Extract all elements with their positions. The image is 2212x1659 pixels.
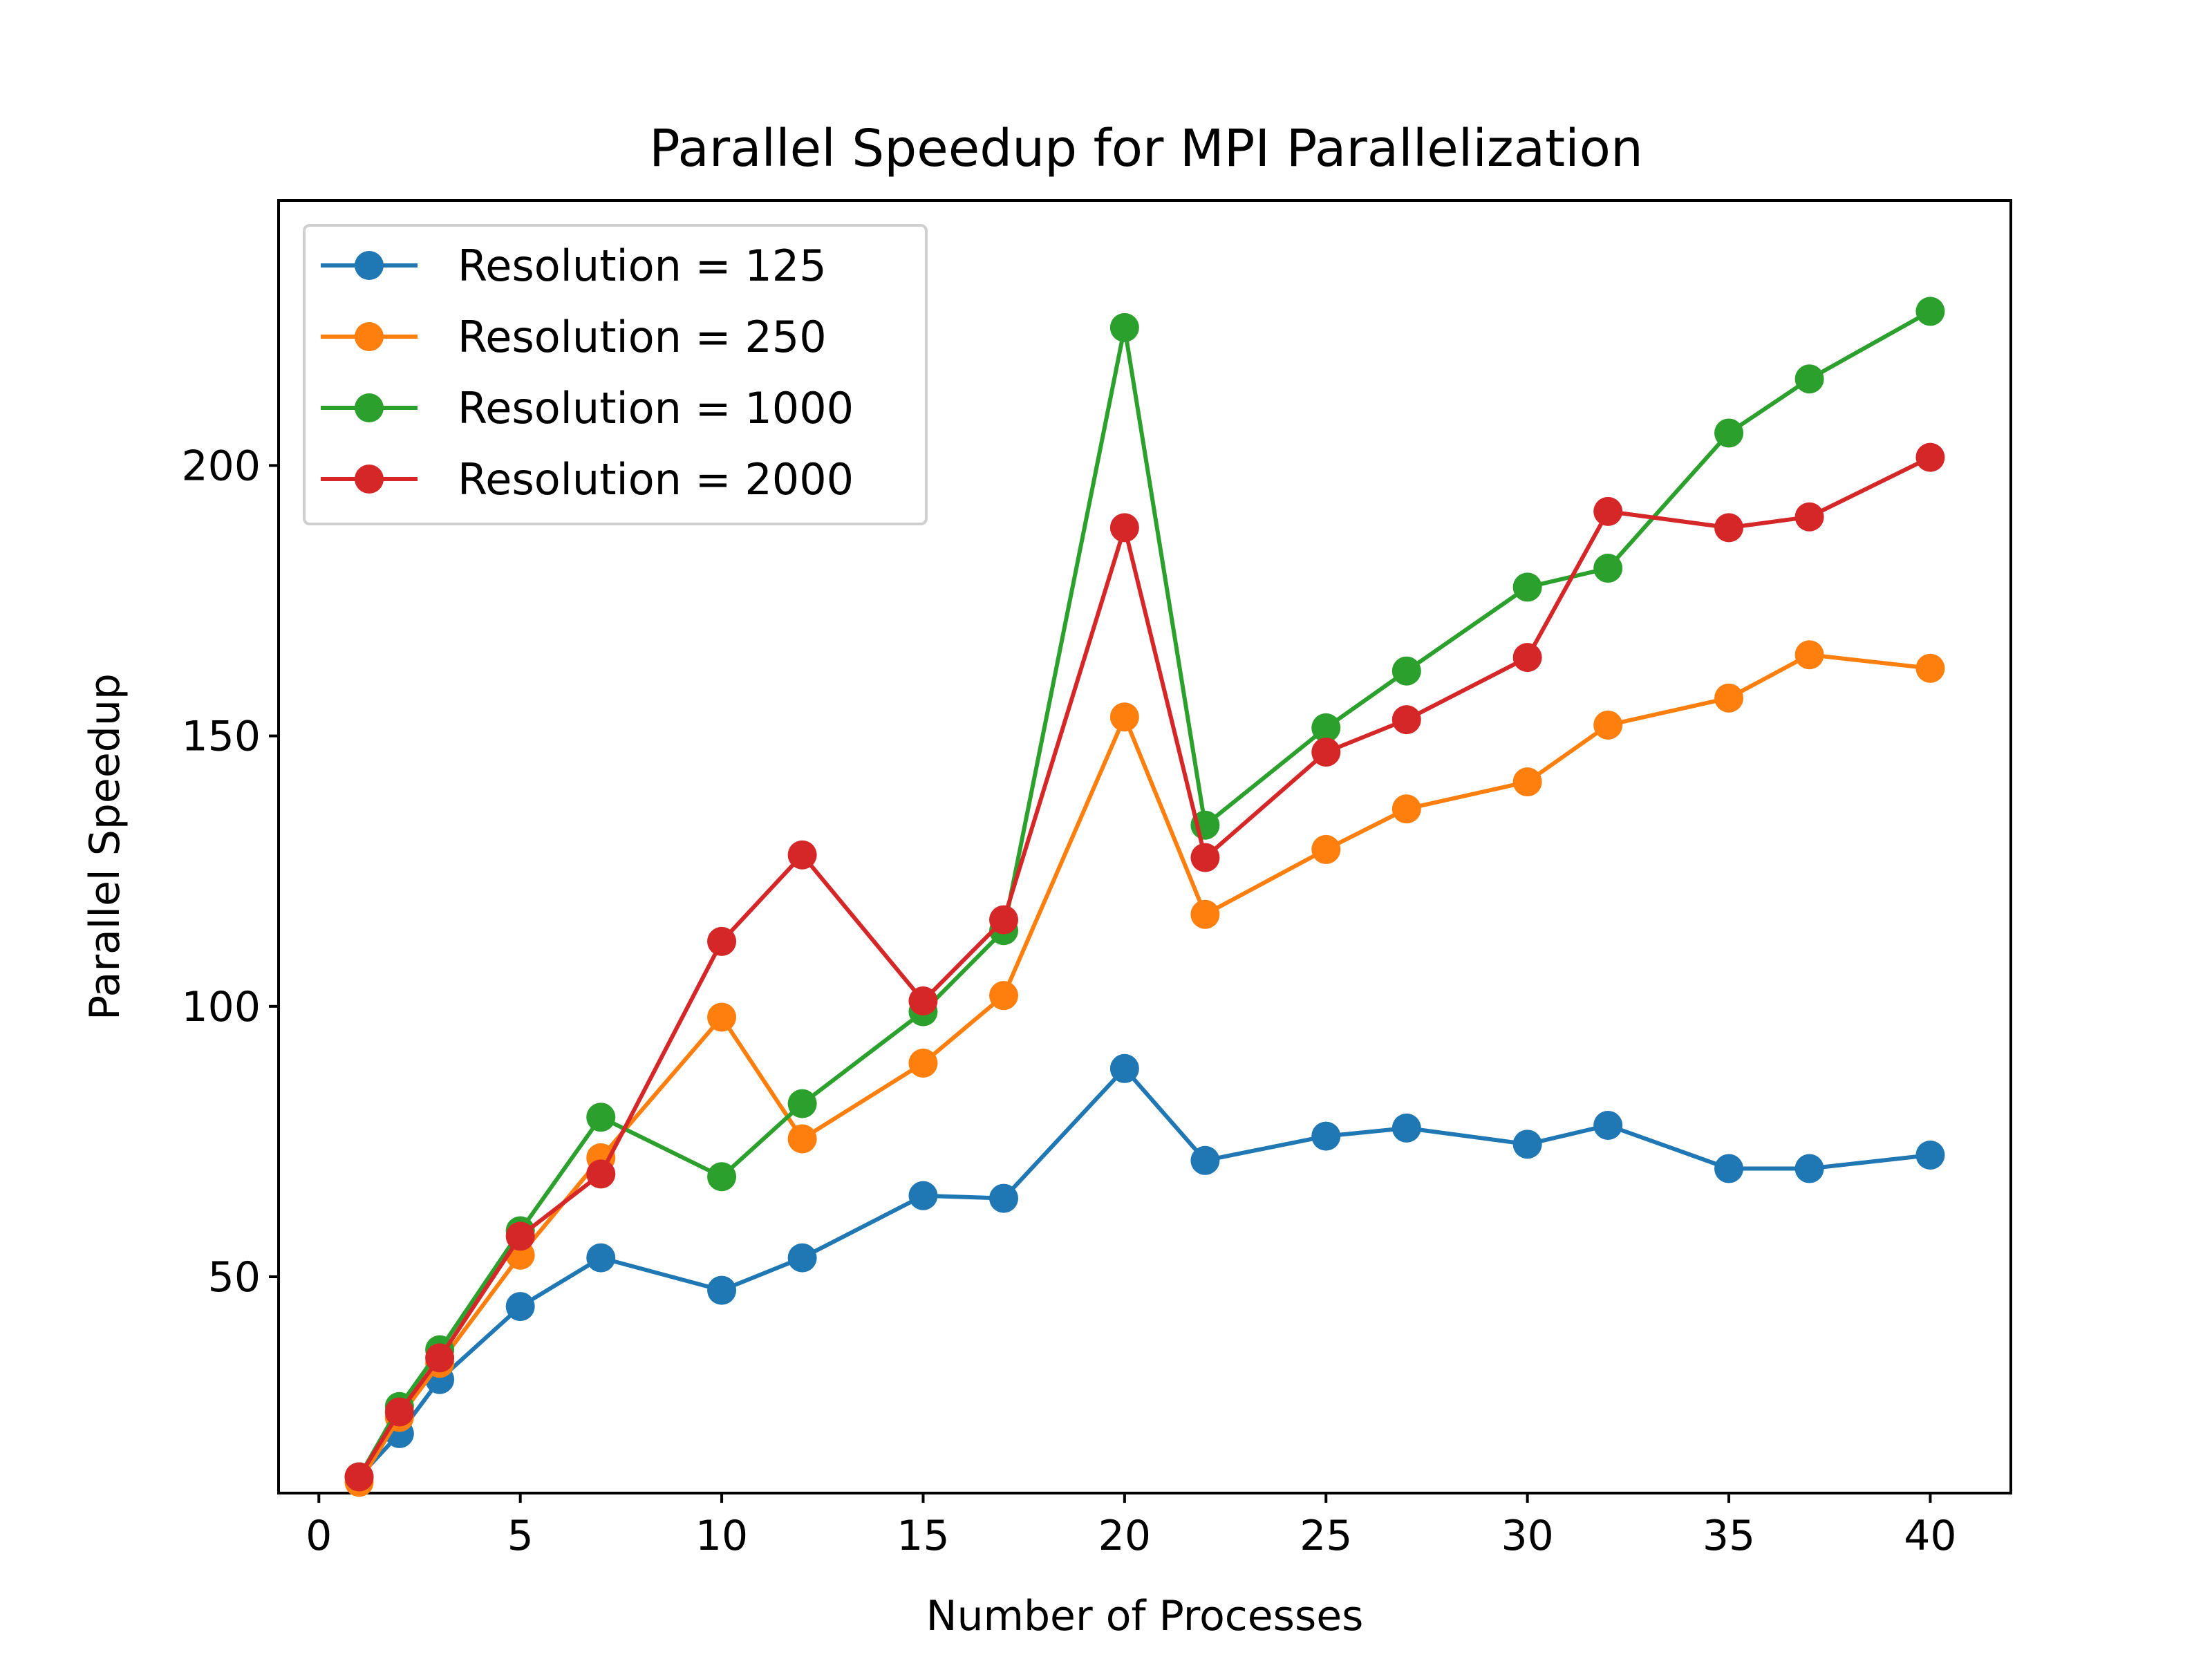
series-2-point (1109, 702, 1139, 732)
legend-label: Resolution = 1000 (458, 383, 854, 433)
series-4-point (1190, 843, 1220, 872)
series-1-point (908, 1181, 938, 1210)
x-tick-label-5: 5 (507, 1512, 534, 1560)
series-3-point (586, 1103, 616, 1132)
legend-frame (303, 224, 928, 525)
series-3-point (1391, 656, 1421, 686)
series-2-point (787, 1124, 817, 1154)
series-1 (344, 1053, 1945, 1492)
series-4-point (384, 1397, 414, 1427)
series-4-point (908, 986, 938, 1015)
series-4-point (1794, 502, 1824, 532)
series-3-line (357, 309, 1933, 1479)
series-4-point (1391, 705, 1421, 735)
legend-label: Resolution = 250 (458, 312, 827, 362)
x-axis: 0 5 10 15 20 25 30 35 40 (306, 1493, 1957, 1560)
legend-item: Resolution = 2000 (321, 454, 854, 505)
series-4-point (1915, 442, 1945, 472)
series-2-point (1593, 710, 1623, 740)
series-3-point (1593, 554, 1623, 583)
x-tick-label-35: 35 (1703, 1512, 1755, 1560)
x-tick-label-20: 20 (1098, 1512, 1151, 1560)
series-3-point (1109, 312, 1139, 342)
series-2-point (1915, 653, 1945, 683)
series-1-point (1109, 1053, 1139, 1083)
series-1-point (1311, 1121, 1341, 1151)
series-3-point (1915, 297, 1945, 326)
series-2 (344, 640, 1945, 1497)
x-axis-label: Number of Processes (926, 1592, 1364, 1640)
series-4-point (1714, 513, 1744, 543)
y-tick-label-100: 100 (181, 983, 261, 1031)
y-axis-label: Parallel Speedup (81, 673, 129, 1020)
y-tick-label-50: 50 (208, 1253, 261, 1302)
series-2-point (908, 1048, 938, 1078)
x-tick-label-10: 10 (695, 1512, 748, 1560)
series-4-point (1512, 643, 1542, 673)
series-1-point (505, 1292, 535, 1322)
legend-swatch-marker (355, 465, 384, 494)
series-4-point (586, 1159, 616, 1189)
series-4-point (1593, 496, 1623, 526)
series-1-point (1512, 1130, 1542, 1159)
series-layer (344, 297, 1945, 1497)
x-tick-label-30: 30 (1501, 1512, 1553, 1560)
series-3-point (1714, 418, 1744, 448)
series-2-point (1794, 640, 1824, 670)
series-1-point (1391, 1113, 1421, 1143)
legend-label: Resolution = 2000 (458, 454, 854, 505)
series-4-point (1109, 513, 1139, 543)
y-tick-label-200: 200 (181, 442, 261, 490)
series-2-point (1714, 683, 1744, 713)
legend-swatch-marker (355, 322, 384, 351)
series-4-point (707, 926, 737, 956)
series-2-point (989, 981, 1019, 1011)
series-4-point (505, 1221, 535, 1251)
series-1-point (707, 1275, 737, 1305)
series-4-point (989, 905, 1019, 935)
series-1-line (357, 1066, 1933, 1479)
series-4-point (787, 840, 817, 870)
series-1-point (1190, 1145, 1220, 1175)
series-3-point (787, 1089, 817, 1118)
plot-area (277, 199, 2012, 1494)
legend: Resolution = 125 Resolution = 250 Resoluti… (303, 224, 928, 525)
series-4 (344, 442, 1945, 1492)
series-2-point (707, 1002, 737, 1032)
series-1-point (787, 1243, 817, 1273)
series-1-point (989, 1183, 1019, 1213)
series-3-point (707, 1162, 737, 1192)
legend-item: Resolution = 125 (321, 241, 827, 291)
series-3-point (1794, 364, 1824, 394)
chart-title: Parallel Speedup for MPI Parallelization (649, 119, 1643, 178)
series-4-point (425, 1343, 455, 1373)
series-2-point (1190, 899, 1220, 929)
series-4-point (1311, 738, 1341, 767)
series-2-line (357, 653, 1933, 1485)
legend-swatch-marker (355, 393, 384, 422)
legend-swatch-marker (355, 251, 384, 280)
series-1-point (586, 1243, 616, 1273)
series-2-point (1512, 767, 1542, 797)
legend-label: Resolution = 125 (458, 241, 827, 291)
series-4-point (344, 1462, 374, 1492)
series-4-line (357, 455, 1933, 1479)
series-1-point (1593, 1110, 1623, 1140)
series-3-point (1512, 572, 1542, 602)
series-2-point (1311, 834, 1341, 864)
legend-item: Resolution = 250 (321, 312, 827, 362)
x-tick-label-40: 40 (1904, 1512, 1956, 1560)
y-axis: 50 100 150 200 (181, 442, 279, 1302)
x-tick-label-0: 0 (306, 1512, 332, 1560)
x-tick-label-25: 25 (1300, 1512, 1352, 1560)
x-tick-label-15: 15 (897, 1512, 949, 1560)
series-1-point (1794, 1154, 1824, 1183)
series-1-point (1714, 1154, 1744, 1183)
legend-item: Resolution = 1000 (321, 383, 854, 433)
series-1-point (1915, 1140, 1945, 1170)
series-3-point (1311, 713, 1341, 742)
series-2-point (1391, 794, 1421, 824)
y-tick-label-150: 150 (181, 713, 261, 761)
